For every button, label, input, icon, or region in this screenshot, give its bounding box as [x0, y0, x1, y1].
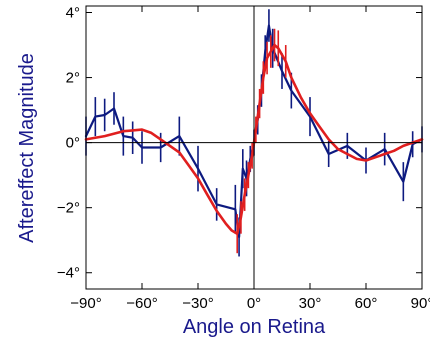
x-tick-label: 90°: [411, 295, 430, 312]
y-tick-label: −2°: [57, 200, 80, 217]
series-layer: [84, 9, 424, 257]
x-tick-label: −30°: [182, 295, 213, 312]
reference-lines: [86, 6, 422, 289]
tick-marks: [85, 6, 423, 289]
y-tick-label: 4°: [66, 5, 80, 22]
x-axis-title: Angle on Retina: [183, 316, 326, 338]
x-tick-labels: −90° −60° −30° 0° 30° 60° 90°: [70, 295, 430, 312]
x-tick-label: 60°: [355, 295, 378, 312]
series-1: [84, 28, 424, 254]
y-tick-label: 0°: [66, 135, 80, 152]
x-tick-label: 30°: [299, 295, 322, 312]
y-tick-label: 2°: [66, 70, 80, 87]
x-tick-label: 0°: [247, 295, 261, 312]
y-axis-title: Aftereffect Magnitude: [16, 53, 38, 243]
x-tick-label: −60°: [126, 295, 157, 312]
y-tick-labels: 4° 2° 0° −2° −4°: [57, 5, 80, 282]
series-line: [84, 43, 424, 235]
y-tick-label: −4°: [57, 265, 80, 282]
x-tick-label: −90°: [70, 295, 101, 312]
